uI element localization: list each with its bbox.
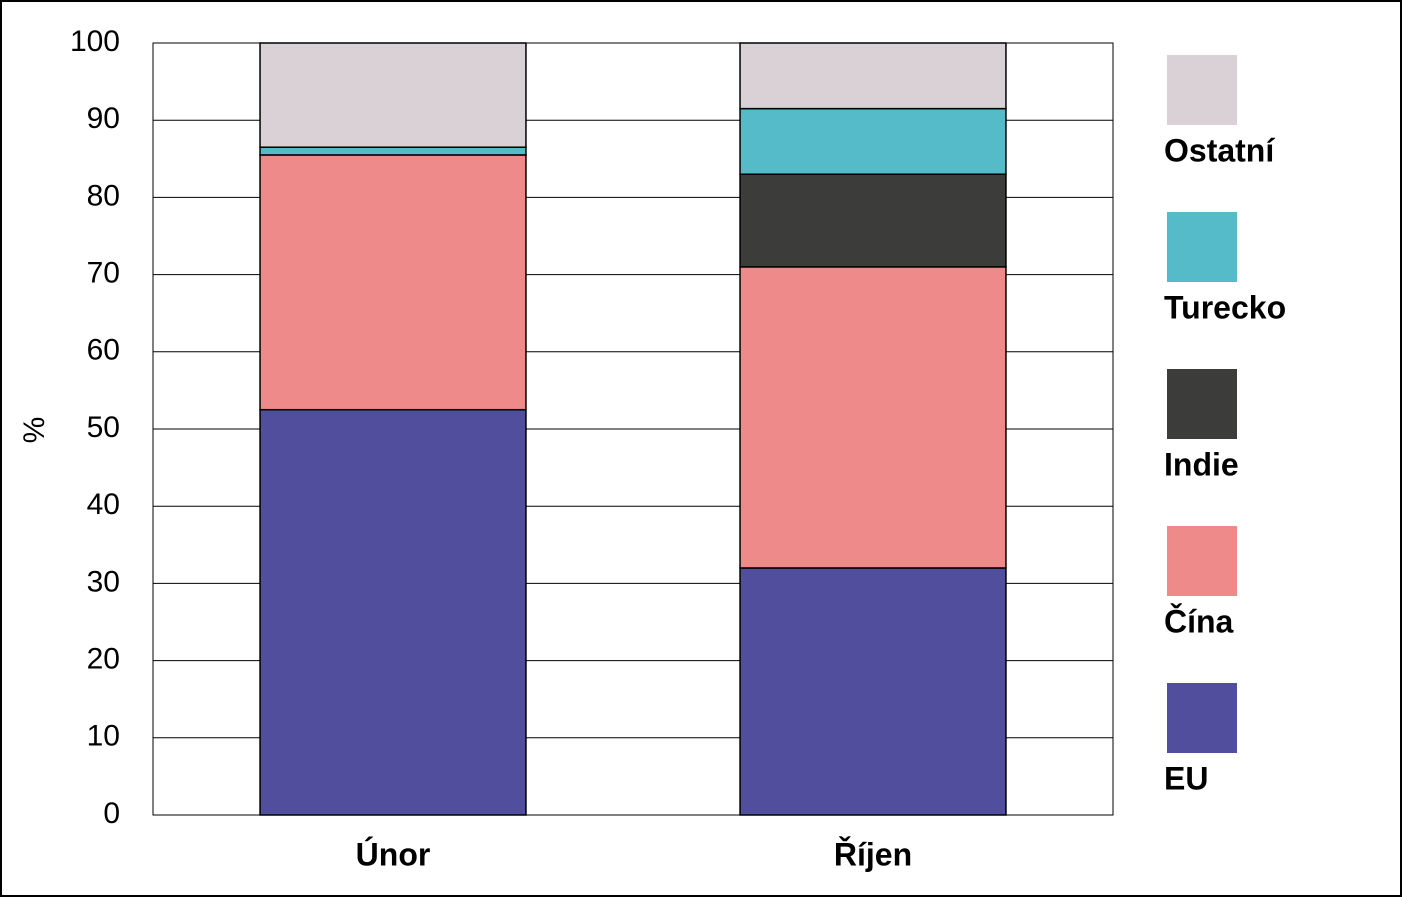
y-tick-label: 90: [87, 102, 120, 135]
y-tick-label: 70: [87, 257, 120, 290]
y-tick-label: 30: [87, 565, 120, 598]
legend-label: Ostatní: [1164, 132, 1275, 168]
legend-swatch: [1167, 212, 1237, 282]
bar-segment: [259, 146, 527, 156]
bar-segment: [259, 154, 527, 411]
legend-label: EU: [1164, 760, 1208, 796]
y-tick-label: 80: [87, 179, 120, 212]
y-tick-label: 40: [87, 488, 120, 521]
x-tick-label: Říjen: [834, 836, 912, 872]
legend-label: Indie: [1164, 446, 1239, 482]
bar-segment: [739, 42, 1007, 110]
y-axis-label: %: [18, 417, 51, 444]
y-tick-label: 0: [103, 797, 120, 830]
bar-segment: [259, 408, 527, 816]
y-tick-label: 50: [87, 411, 120, 444]
y-tick-label: 100: [70, 25, 120, 58]
y-tick-label: 10: [87, 720, 120, 753]
bar-segment: [739, 173, 1007, 268]
legend-swatch: [1167, 526, 1237, 596]
bar-segment: [259, 42, 527, 148]
y-tick-label: 60: [87, 334, 120, 367]
legend-swatch: [1167, 55, 1237, 125]
legend-swatch: [1167, 369, 1237, 439]
legend-swatch: [1167, 683, 1237, 753]
bar-segment: [739, 266, 1007, 569]
bar-segment: [739, 567, 1007, 816]
legend-label: Čína: [1164, 603, 1234, 639]
y-tick-label: 20: [87, 643, 120, 676]
legend-label: Turecko: [1164, 289, 1286, 325]
x-tick-label: Únor: [356, 836, 431, 872]
bar-segment: [739, 107, 1007, 175]
